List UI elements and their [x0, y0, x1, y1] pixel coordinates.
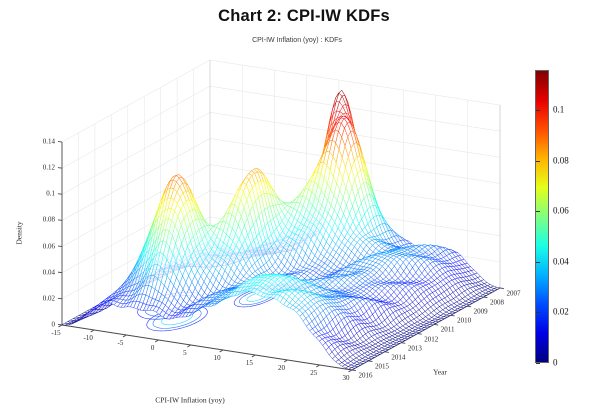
colorbar-tick-label: 0.1: [553, 104, 565, 115]
colorbar: [535, 70, 549, 363]
plot-title: CPI-IW Inflation (yoy) : KDFs: [252, 37, 342, 44]
colorbar-tick: [536, 110, 540, 112]
colorbar-tick: [536, 211, 540, 213]
colorbar-tick-label: 0.06: [553, 205, 569, 216]
colorbar-tick-label: 0.04: [553, 256, 569, 267]
colorbar-tick: [536, 261, 540, 263]
colorbar-tick: [536, 160, 540, 162]
colorbar-tick: [536, 312, 540, 314]
colorbar-tick-label: 0: [553, 357, 558, 368]
colorbar-tick-label: 0.02: [553, 306, 569, 317]
colorbar-tick-label: 0.08: [553, 155, 569, 166]
chart-title: Chart 2: CPI-IW KDFs: [218, 7, 390, 25]
colorbar-tick: [536, 363, 540, 364]
